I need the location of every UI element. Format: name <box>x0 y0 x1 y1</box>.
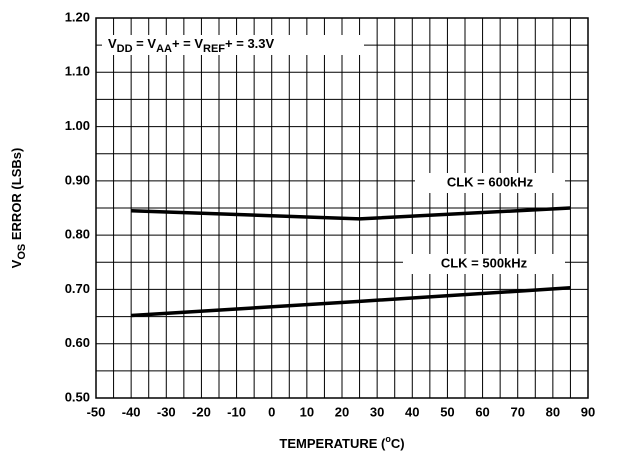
x-axis-title-part: TEMPERATURE ( <box>279 436 386 451</box>
y-tick-label: 0.60 <box>65 335 90 350</box>
x-axis-title: TEMPERATURE (oC) <box>279 434 404 451</box>
x-tick-label: 20 <box>335 404 349 419</box>
x-tick-label: 40 <box>405 404 419 419</box>
y-tick-label: 0.50 <box>65 389 90 404</box>
y-axis-title: VOS ERROR (LSBs) <box>9 148 27 269</box>
x-tick-label: -40 <box>122 404 141 419</box>
y-tick-label: 0.90 <box>65 172 90 187</box>
series-label: CLK = 500kHz <box>441 255 528 270</box>
annotation-part: + = V <box>172 36 203 51</box>
annotation-part: DD <box>117 43 133 55</box>
y-tick-label: 1.10 <box>65 64 90 79</box>
series-label-box <box>403 254 565 274</box>
y-tick-label: 0.70 <box>65 281 90 296</box>
x-tick-label: 80 <box>546 404 560 419</box>
plot-frame <box>95 17 589 399</box>
x-tick-label: 10 <box>300 404 314 419</box>
x-axis-title-part: C) <box>391 436 405 451</box>
annotation-part: REF <box>203 43 225 55</box>
data-line <box>131 206 571 221</box>
x-tick-label: -10 <box>227 404 246 419</box>
y-axis-title-part: ERROR (LSBs) <box>9 148 24 244</box>
series-label: CLK = 600kHz <box>447 174 534 189</box>
y-tick-label: 1.00 <box>65 118 90 133</box>
x-tick-label: 60 <box>475 404 489 419</box>
x-tick-label: 30 <box>370 404 384 419</box>
annotation-part: AA <box>156 43 172 55</box>
x-tick-label: -20 <box>192 404 211 419</box>
annotation-part: = V <box>133 36 157 51</box>
x-tick-label: -30 <box>157 404 176 419</box>
y-tick-label: 1.20 <box>65 9 90 24</box>
annotation-part: V <box>108 36 117 51</box>
y-axis-title-part: OS <box>16 244 28 260</box>
annotation-box <box>102 35 364 55</box>
y-axis-title-part: V <box>9 259 24 268</box>
x-tick-label: 70 <box>510 404 524 419</box>
data-line <box>131 286 571 318</box>
y-tick-label: 0.80 <box>65 227 90 242</box>
series-label-box <box>415 173 565 193</box>
x-tick-label: 50 <box>440 404 454 419</box>
x-tick-label: 90 <box>581 404 595 419</box>
annotation: VDD = VAA+ = VREF+ = 3.3V <box>108 36 275 54</box>
x-axis-title-part: o <box>385 434 391 444</box>
x-tick-label: 0 <box>268 404 275 419</box>
x-tick-label: -50 <box>87 404 106 419</box>
annotation-part: + = 3.3V <box>225 36 274 51</box>
